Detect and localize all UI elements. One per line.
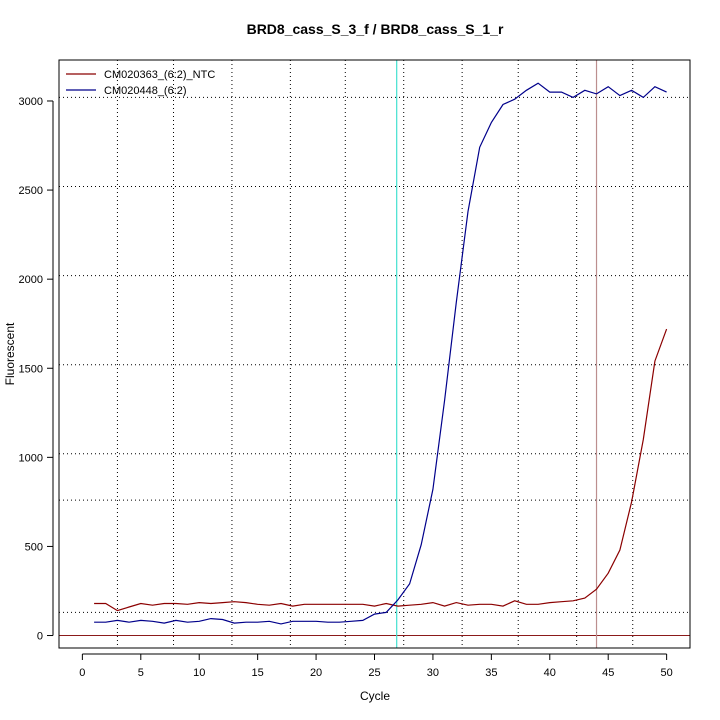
x-tick-label: 35: [485, 667, 497, 679]
x-tick-label: 15: [252, 667, 264, 679]
plot-frame: [58, 59, 691, 649]
grid: [59, 60, 690, 648]
x-tick-label: 0: [79, 667, 85, 679]
y-tick-label: 1500: [19, 363, 43, 375]
y-axis-label: Fluorescent: [3, 322, 17, 385]
x-tick-label: 5: [138, 667, 144, 679]
y-tick-label: 0: [37, 631, 43, 643]
x-axis-label: Cycle: [360, 689, 390, 703]
legend-label: CM020363_(6:2)_NTC: [104, 69, 215, 81]
chart-title: BRD8_cass_S_3_f / BRD8_cass_S_1_r: [247, 21, 504, 37]
y-tick-label: 2500: [19, 185, 43, 197]
series-group: [94, 82, 668, 625]
x-tick-label: 10: [193, 667, 205, 679]
y-tick-label: 500: [25, 541, 43, 553]
legend: CM020363_(6:2)_NTC CM020448_(6:2): [66, 69, 215, 97]
x-tick-label: 20: [310, 667, 322, 679]
x-axis: 0 5 10 15 20 25 30 35 40 45 50: [79, 653, 673, 679]
series-line-2: [94, 82, 667, 625]
x-tick-label: 40: [544, 667, 556, 679]
y-axis: 0 500 1000 1500 2000 2500 3000: [19, 96, 54, 643]
series-line-1: [94, 328, 668, 612]
x-tick-label: 45: [602, 667, 614, 679]
reference-lines: [59, 60, 690, 648]
x-tick-label: 30: [427, 667, 439, 679]
x-tick-label: 25: [368, 667, 380, 679]
y-tick-label: 1000: [19, 452, 43, 464]
legend-label: CM020448_(6:2): [104, 85, 187, 97]
x-tick-label: 50: [661, 667, 673, 679]
y-tick-label: 3000: [19, 96, 43, 108]
y-tick-label: 2000: [19, 274, 43, 286]
